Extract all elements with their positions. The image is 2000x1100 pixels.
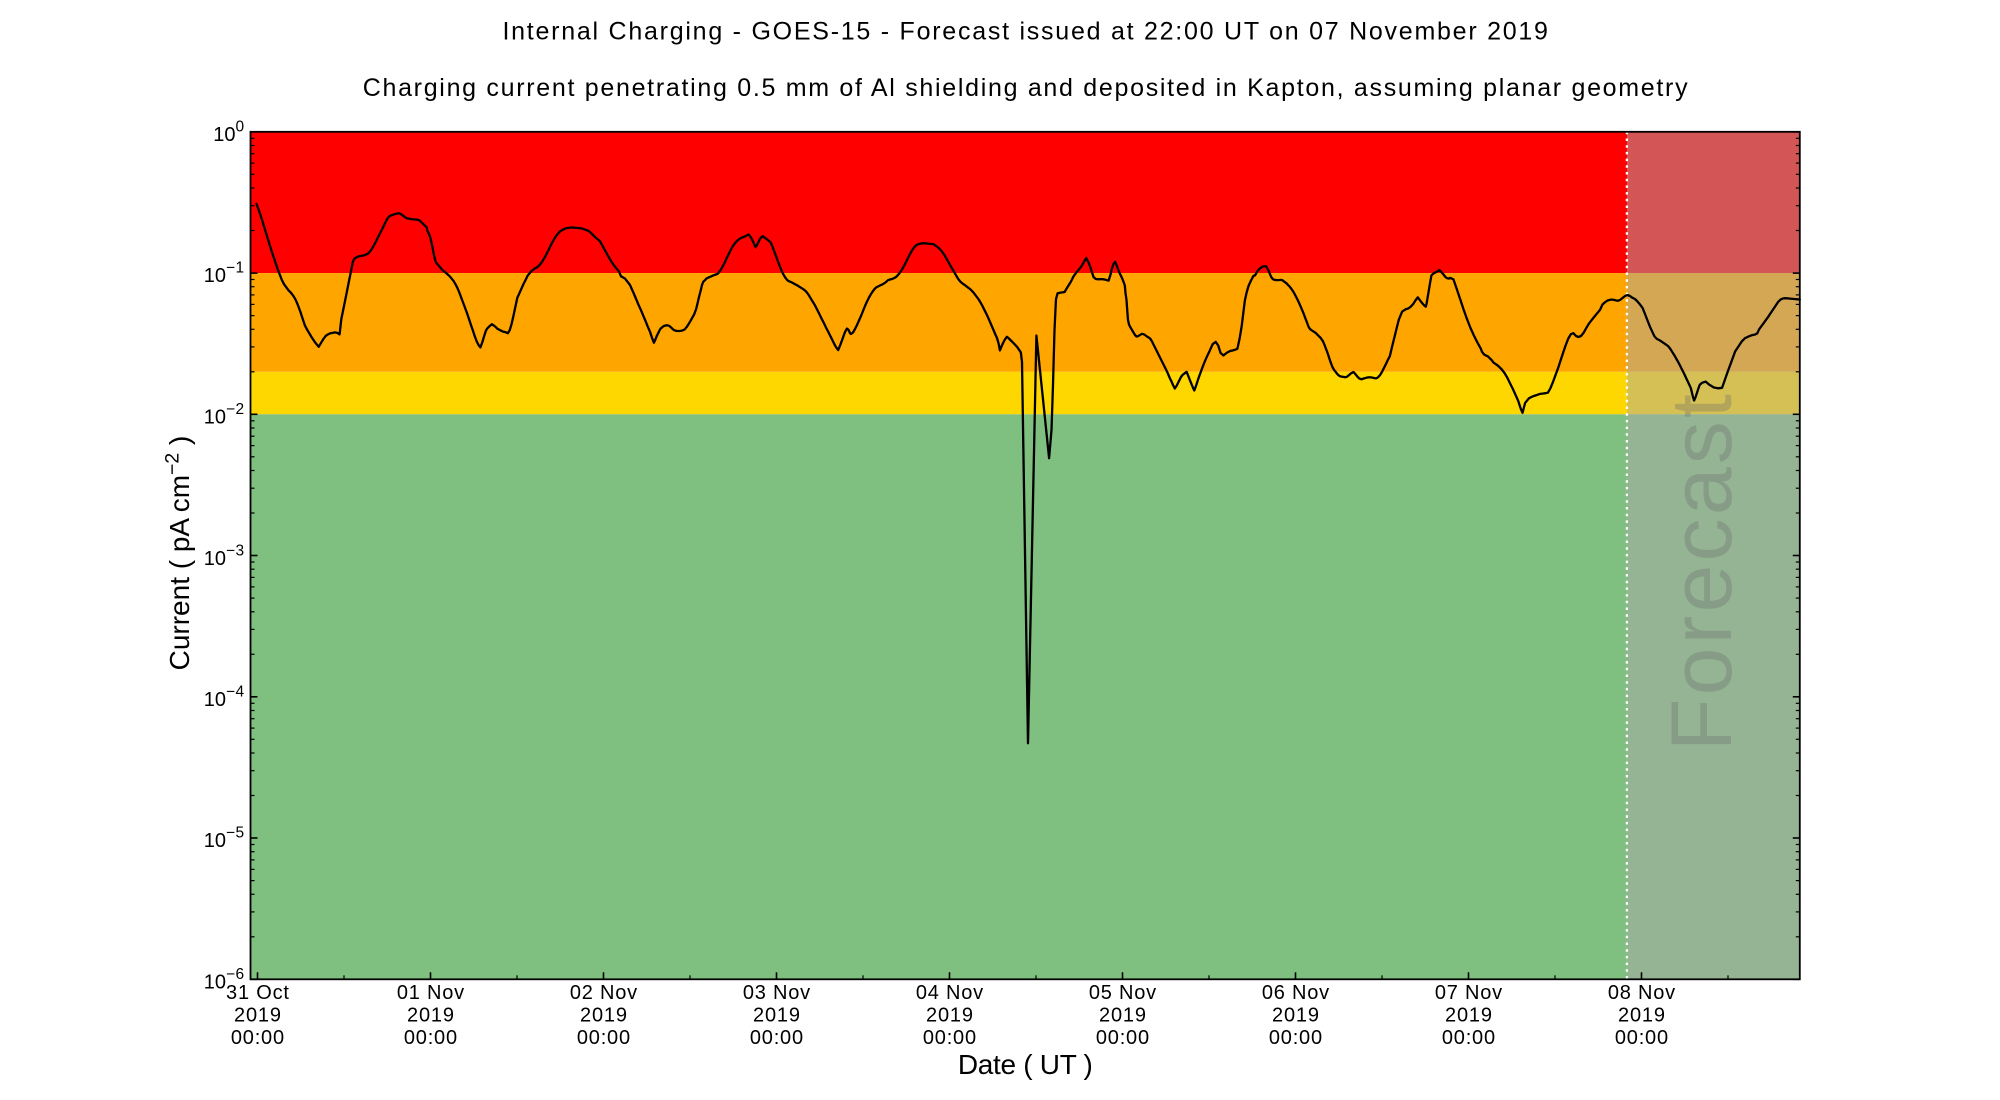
svg-text:2019: 2019: [1445, 1005, 1493, 1027]
svg-text:00:00: 00:00: [750, 1027, 804, 1049]
svg-text:2019: 2019: [1099, 1005, 1147, 1027]
svg-text:31 Oct: 31 Oct: [226, 982, 290, 1004]
svg-text:Charging current penetrating 0: Charging current penetrating 0.5 mm of A…: [363, 74, 1690, 102]
svg-text:2019: 2019: [234, 1005, 282, 1027]
svg-text:00:00: 00:00: [404, 1027, 458, 1049]
svg-text:10−2: 10−2: [204, 401, 245, 429]
svg-text:00:00: 00:00: [923, 1027, 977, 1049]
svg-text:2019: 2019: [926, 1005, 974, 1027]
svg-text:06 Nov: 06 Nov: [1262, 982, 1330, 1004]
svg-text:08 Nov: 08 Nov: [1608, 982, 1676, 1004]
svg-text:2019: 2019: [753, 1005, 801, 1027]
svg-text:00:00: 00:00: [1269, 1027, 1323, 1049]
svg-text:Date ( UT ): Date ( UT ): [958, 1049, 1093, 1080]
svg-text:2019: 2019: [1618, 1005, 1666, 1027]
svg-text:00:00: 00:00: [231, 1027, 285, 1049]
svg-text:01 Nov: 01 Nov: [397, 982, 465, 1004]
svg-text:Forecast: Forecast: [1654, 391, 1750, 751]
svg-text:2019: 2019: [407, 1005, 455, 1027]
svg-text:10−4: 10−4: [204, 684, 245, 712]
svg-text:00:00: 00:00: [1615, 1027, 1669, 1049]
svg-text:00:00: 00:00: [577, 1027, 631, 1049]
svg-text:00:00: 00:00: [1096, 1027, 1150, 1049]
svg-text:07 Nov: 07 Nov: [1435, 982, 1503, 1004]
svg-text:03 Nov: 03 Nov: [743, 982, 811, 1004]
svg-text:05 Nov: 05 Nov: [1089, 982, 1157, 1004]
svg-text:2019: 2019: [1272, 1005, 1320, 1027]
svg-text:04 Nov: 04 Nov: [916, 982, 984, 1004]
svg-text:2019: 2019: [580, 1005, 628, 1027]
svg-text:00:00: 00:00: [1442, 1027, 1496, 1049]
svg-text:02 Nov: 02 Nov: [570, 982, 638, 1004]
svg-text:Internal Charging - GOES-15 -: Internal Charging - GOES-15 - Forecast i…: [502, 18, 1549, 46]
